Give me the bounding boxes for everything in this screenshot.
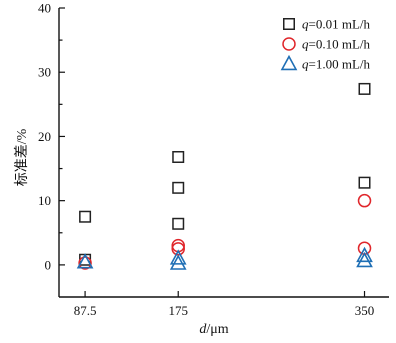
x-tick-label: 87.5: [74, 303, 97, 318]
legend-marker-circle: [283, 38, 295, 50]
legend-entry-label: q=0.01 mL/h: [302, 17, 370, 32]
data-point-square: [173, 219, 184, 230]
legend-marker-triangle: [282, 57, 296, 70]
x-tick-label: 350: [355, 303, 375, 318]
x-tick-label: 175: [168, 303, 188, 318]
x-axis-label: d/μm: [199, 322, 228, 337]
data-point-triangle: [358, 254, 372, 267]
y-tick-label: 30: [38, 65, 51, 80]
data-point-square: [359, 84, 370, 95]
data-point-circle: [359, 195, 371, 207]
y-axis-label: 标准差/%: [14, 128, 30, 186]
x-axis-label-unit: /μm: [206, 322, 228, 337]
y-tick-label: 0: [45, 257, 52, 272]
data-point-square: [173, 183, 184, 194]
legend-entry-value: =0.01 mL/h: [309, 17, 371, 32]
y-tick-label: 10: [38, 193, 51, 208]
y-tick-label: 20: [38, 129, 51, 144]
data-point-square: [359, 177, 370, 188]
data-points: [78, 84, 371, 269]
data-point-square: [80, 211, 91, 222]
legend: q=0.01 mL/h q=0.10 mL/h q=1.00 mL/h: [282, 17, 370, 72]
legend-entry-label: q=0.10 mL/h: [302, 37, 370, 52]
data-point-square: [173, 152, 184, 163]
legend-entry-value: =0.10 mL/h: [309, 37, 371, 52]
legend-entry-label: q=1.00 mL/h: [302, 57, 370, 72]
legend-entry-value: =1.00 mL/h: [309, 57, 371, 72]
legend-marker-square: [284, 19, 295, 30]
data-point-triangle: [171, 256, 185, 269]
y-tick-label: 40: [38, 1, 51, 16]
